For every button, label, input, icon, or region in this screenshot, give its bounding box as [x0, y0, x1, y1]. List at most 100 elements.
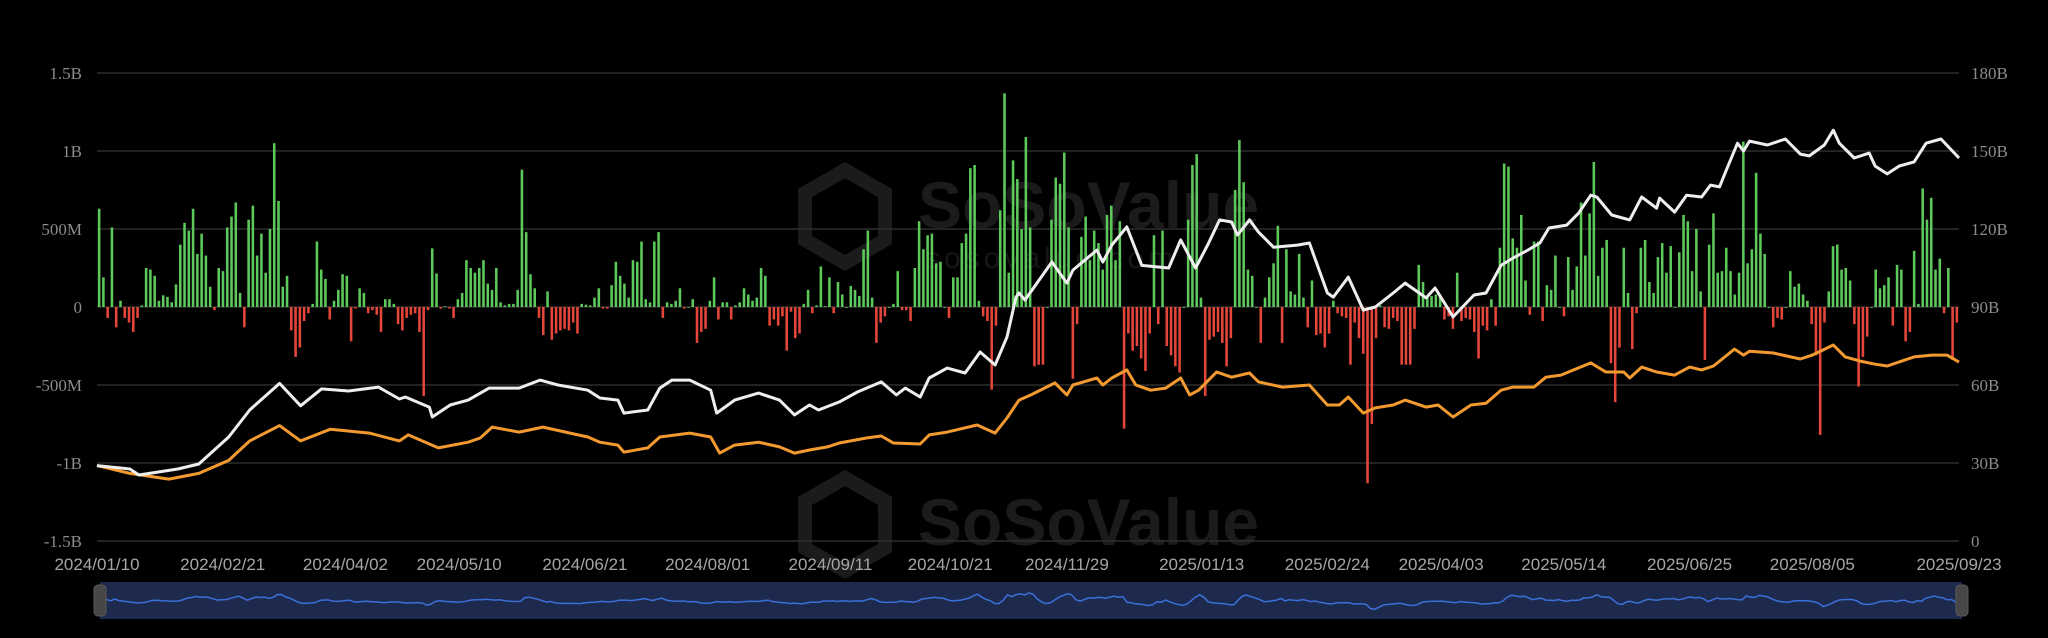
inflow-bar [1844, 268, 1848, 307]
inflow-bar [1566, 257, 1570, 307]
outflow-bar [704, 307, 707, 329]
outflow-bar [601, 307, 605, 309]
inflow-bar [597, 288, 601, 307]
inflow-bar [1827, 291, 1831, 307]
inflow-bar [97, 208, 101, 307]
outflow-bar [418, 307, 421, 332]
outflow-bar [793, 307, 797, 339]
inflow-bar [866, 230, 870, 307]
right-axis-tick-label: 90B [1971, 298, 1999, 317]
inflow-bar [230, 216, 233, 307]
outflow-bar [1212, 307, 1216, 337]
inflow-bar [499, 302, 502, 307]
inflow-bar [345, 275, 349, 307]
inflow-bar [858, 296, 861, 307]
left-axis-tick-label: 500M [41, 220, 82, 239]
inflow-bar [524, 232, 528, 307]
inflow-bar [1537, 241, 1540, 307]
inflow-bar [1302, 297, 1305, 307]
left-axis: 1.5B 1B 500M 0 -500M -1B -1.5B [36, 64, 82, 551]
outflow-bar [379, 307, 383, 332]
inflow-bar [644, 299, 648, 307]
inflow-bar [1669, 246, 1673, 307]
inflow-bar [896, 271, 900, 307]
inflow-bar [144, 268, 148, 307]
inflow-bar [507, 303, 511, 307]
inflow-bar [1016, 179, 1019, 307]
inflow-bar [191, 208, 195, 307]
inflow-bar [443, 306, 447, 308]
inflow-bar [178, 244, 182, 307]
inflow-bar [533, 288, 537, 307]
right-axis-tick-label: 120B [1971, 220, 2008, 239]
outflow-bar [1861, 307, 1865, 357]
outflow-bar [1609, 307, 1613, 364]
outflow-bar [789, 307, 793, 312]
inflow-bar [311, 303, 314, 307]
inflow-bar [1601, 247, 1604, 307]
inflow-bar [913, 268, 917, 307]
outflow-bar [661, 307, 665, 318]
inflow-bar [969, 168, 972, 307]
inflow-bar [319, 269, 323, 307]
inflow-bar [1507, 166, 1510, 307]
outflow-bar [1169, 307, 1173, 356]
x-axis-tick-label: 2025/05/14 [1521, 555, 1606, 574]
inflow-bar [358, 288, 361, 307]
inflow-bar [819, 266, 823, 307]
inflow-bar [1379, 305, 1382, 307]
inflow-bar [746, 294, 750, 307]
inflow-bar [1490, 299, 1493, 307]
inflow-bar [1605, 239, 1608, 307]
outflow-bar [106, 307, 109, 318]
outflow-bar [1122, 307, 1126, 429]
x-axis-tick-label: 2025/04/03 [1399, 555, 1484, 574]
slider-selected-area[interactable] [100, 582, 1962, 619]
inflow-bar [456, 299, 460, 307]
inflow-bar [1105, 214, 1109, 307]
slider-right-handle[interactable] [1955, 584, 1969, 617]
outflow-bar [114, 307, 118, 328]
inflow-bar [1900, 269, 1903, 307]
inflow-bar [196, 253, 199, 307]
outflow-bar [1280, 307, 1284, 343]
inflow-bar [614, 261, 618, 307]
inflow-bar [337, 289, 340, 307]
inflow-bar [1934, 269, 1937, 307]
inflow-bar [1912, 250, 1916, 307]
outflow-bar [1396, 307, 1399, 322]
inflow-bar [721, 302, 724, 307]
inflow-bar [1003, 93, 1006, 307]
slider-left-handle[interactable] [93, 584, 107, 617]
x-axis-tick-label: 2025/02/24 [1285, 555, 1370, 574]
inflow-bar [1592, 161, 1596, 307]
outflow-bar [554, 307, 558, 334]
inflow-bar [520, 169, 524, 307]
outflow-bar [1071, 307, 1075, 379]
outflow-bar [1942, 307, 1946, 314]
inflow-bar [490, 289, 494, 307]
inflow-bar [1750, 249, 1754, 307]
outflow-bar [1208, 307, 1211, 340]
inflow-bar [388, 299, 391, 307]
inflow-bar [183, 222, 186, 307]
outflow-bar [1408, 307, 1412, 365]
range-slider[interactable] [93, 582, 1969, 619]
inflow-bar [255, 255, 259, 307]
inflow-bar [1272, 263, 1275, 307]
outflow-bar [542, 307, 545, 336]
outflow-bar [550, 307, 554, 340]
inflow-bar [917, 221, 921, 307]
outflow-bar [606, 307, 609, 309]
outflow-bar [717, 307, 720, 320]
x-axis-tick-label: 2025/08/05 [1770, 555, 1855, 574]
outflow-bar [1383, 307, 1386, 328]
inflow-bar [477, 268, 481, 307]
inflow-bar [166, 296, 169, 307]
right-axis: 180B 150B 120B 90B 60B 30B 0 [1971, 64, 2008, 551]
outflow-bar [1443, 307, 1446, 320]
outflow-bar [452, 307, 455, 318]
inflow-bar [102, 277, 105, 307]
inflow-bar [1673, 307, 1677, 308]
outflow-bar [832, 307, 835, 314]
